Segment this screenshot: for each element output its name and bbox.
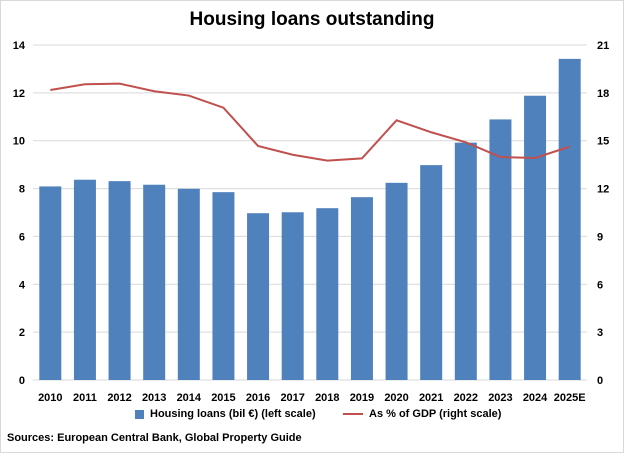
legend-label-bars: Housing loans (bil €) (left scale) [150,408,316,420]
x-tick-label: 2024 [523,392,548,404]
bar [108,181,131,380]
bar [524,95,547,380]
legend-swatch-bars [135,409,144,419]
left-tick-label: 12 [13,88,25,100]
x-tick-label: 2020 [384,392,408,404]
left-tick-label: 4 [19,279,26,291]
x-tick-label: 2022 [454,392,478,404]
bar [281,212,304,380]
bar [177,188,200,380]
right-tick-label: 15 [597,136,609,148]
bar [420,165,443,380]
legend-item-bars: Housing loans (bil €) (left scale) [135,408,316,420]
x-tick-label: 2018 [315,392,339,404]
right-tick-label: 18 [597,88,609,100]
x-tick-label: 2019 [350,392,374,404]
bar [489,119,512,381]
x-tick-label: 2016 [246,392,270,404]
bar [558,58,581,380]
source-note: Sources: European Central Bank, Global P… [7,432,302,444]
right-tick-label: 9 [597,231,603,243]
right-tick-label: 21 [597,40,609,52]
x-tick-label: 2010 [38,392,62,404]
chart-title: Housing loans outstanding [189,9,435,30]
x-tick-label: 2021 [419,392,443,404]
right-tick-label: 6 [597,279,603,291]
legend-item-line: As % of GDP (right scale) [343,408,501,420]
legend-swatch-line [343,413,363,415]
left-tick-label: 14 [13,40,26,52]
bar [385,182,408,380]
bar [350,197,373,380]
bar [73,179,96,380]
right-tick-label: 3 [597,327,603,339]
x-tick-label: 2023 [488,392,512,404]
left-tick-label: 10 [13,136,25,148]
bar [143,184,166,380]
series-line [50,82,570,162]
left-tick-label: 6 [19,231,25,243]
x-tick-label: 2011 [73,392,97,404]
bar [454,142,477,380]
x-tick-label: 2015 [211,392,235,404]
left-tick-label: 8 [19,184,25,196]
bar [39,186,62,380]
left-tick-label: 0 [19,375,25,387]
bar [247,213,270,380]
x-tick-label: 2013 [142,392,166,404]
legend-label-line: As % of GDP (right scale) [369,408,502,420]
left-tick-label: 2 [19,327,25,339]
bar [316,208,339,380]
right-tick-label: 12 [597,184,609,196]
x-tick-label: 2017 [280,392,304,404]
x-tick-label: 2012 [107,392,131,404]
right-tick-label: 0 [597,375,603,387]
x-tick-label: 2014 [177,392,202,404]
x-tick-label: 2025E [554,392,586,404]
bar [212,192,235,380]
